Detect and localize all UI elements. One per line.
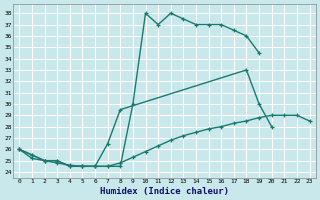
X-axis label: Humidex (Indice chaleur): Humidex (Indice chaleur) [100, 187, 229, 196]
